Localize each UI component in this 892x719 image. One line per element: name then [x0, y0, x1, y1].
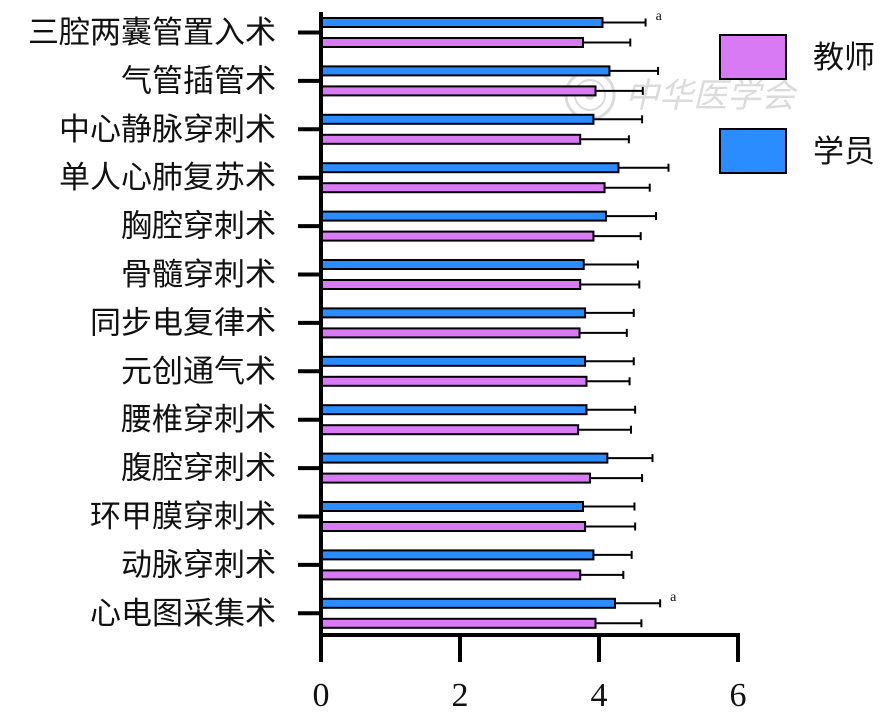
- bar-student: [320, 162, 620, 174]
- bar-student: [320, 355, 587, 367]
- legend-swatch-teacher: [719, 34, 787, 80]
- bar-student: [320, 307, 587, 319]
- category-label: 胸腔穿刺术: [121, 209, 276, 245]
- bar-teacher: [320, 569, 582, 581]
- bar-teacher: [320, 133, 582, 145]
- bar-teacher: [320, 375, 588, 387]
- category-label: 气管插管术: [121, 63, 276, 99]
- category-label: 环甲膜穿刺术: [90, 499, 276, 535]
- significance-annotation: a: [656, 9, 663, 24]
- category-label: 同步电复律术: [90, 305, 276, 341]
- bar-student: [320, 113, 595, 125]
- bar-student: [320, 404, 588, 416]
- bar-teacher: [320, 327, 581, 339]
- bar-teacher: [320, 85, 597, 97]
- x-tick-label: 6: [730, 677, 747, 714]
- category-labels: 三腔两囊管置入术气管插管术中心静脉穿刺术单人心肺复苏术胸腔穿刺术骨髓穿刺术同步电…: [28, 15, 276, 632]
- watermark-text: 中华医学会: [625, 76, 799, 116]
- category-label: 单人心肺复苏术: [59, 160, 276, 196]
- bar-teacher: [320, 182, 606, 194]
- category-label: 腰椎穿刺术: [121, 402, 276, 438]
- bar-teacher: [320, 521, 587, 532]
- category-label: 心电图采集术: [90, 596, 276, 632]
- legend-label-teacher: 教师: [813, 40, 875, 76]
- bar-student: [320, 17, 604, 28]
- bar-student: [320, 501, 585, 512]
- bar-student: [320, 549, 595, 561]
- watermark: 中华医学会: [564, 69, 799, 121]
- bar-teacher: [320, 230, 595, 242]
- legend-swatch-student: [719, 128, 787, 174]
- axes: 0 2 4 6: [298, 12, 747, 714]
- x-tick-label: 2: [452, 677, 469, 714]
- category-label: 骨髓穿刺术: [121, 257, 276, 293]
- bar-teacher: [320, 472, 591, 484]
- bar-student: [320, 210, 607, 222]
- bar-student: [320, 452, 609, 464]
- bar-student: [320, 65, 611, 77]
- category-label: 三腔两囊管置入术: [28, 15, 276, 51]
- category-label: 动脉穿刺术: [121, 547, 276, 583]
- significance-annotation: a: [670, 590, 677, 605]
- category-label: 元创通气术: [121, 354, 276, 390]
- bar-student: [320, 259, 585, 270]
- bars: aa: [320, 9, 677, 629]
- bar-teacher: [320, 279, 582, 290]
- bar-teacher: [320, 424, 580, 436]
- bar-teacher: [320, 617, 597, 629]
- x-tick-label: 0: [313, 677, 330, 714]
- x-tick-label: 4: [591, 677, 608, 714]
- bar-student: [320, 597, 616, 609]
- bar-teacher: [320, 37, 585, 48]
- legend-label-student: 学员: [813, 134, 875, 170]
- category-label: 腹腔穿刺术: [121, 451, 276, 487]
- category-label: 中心静脉穿刺术: [59, 112, 276, 148]
